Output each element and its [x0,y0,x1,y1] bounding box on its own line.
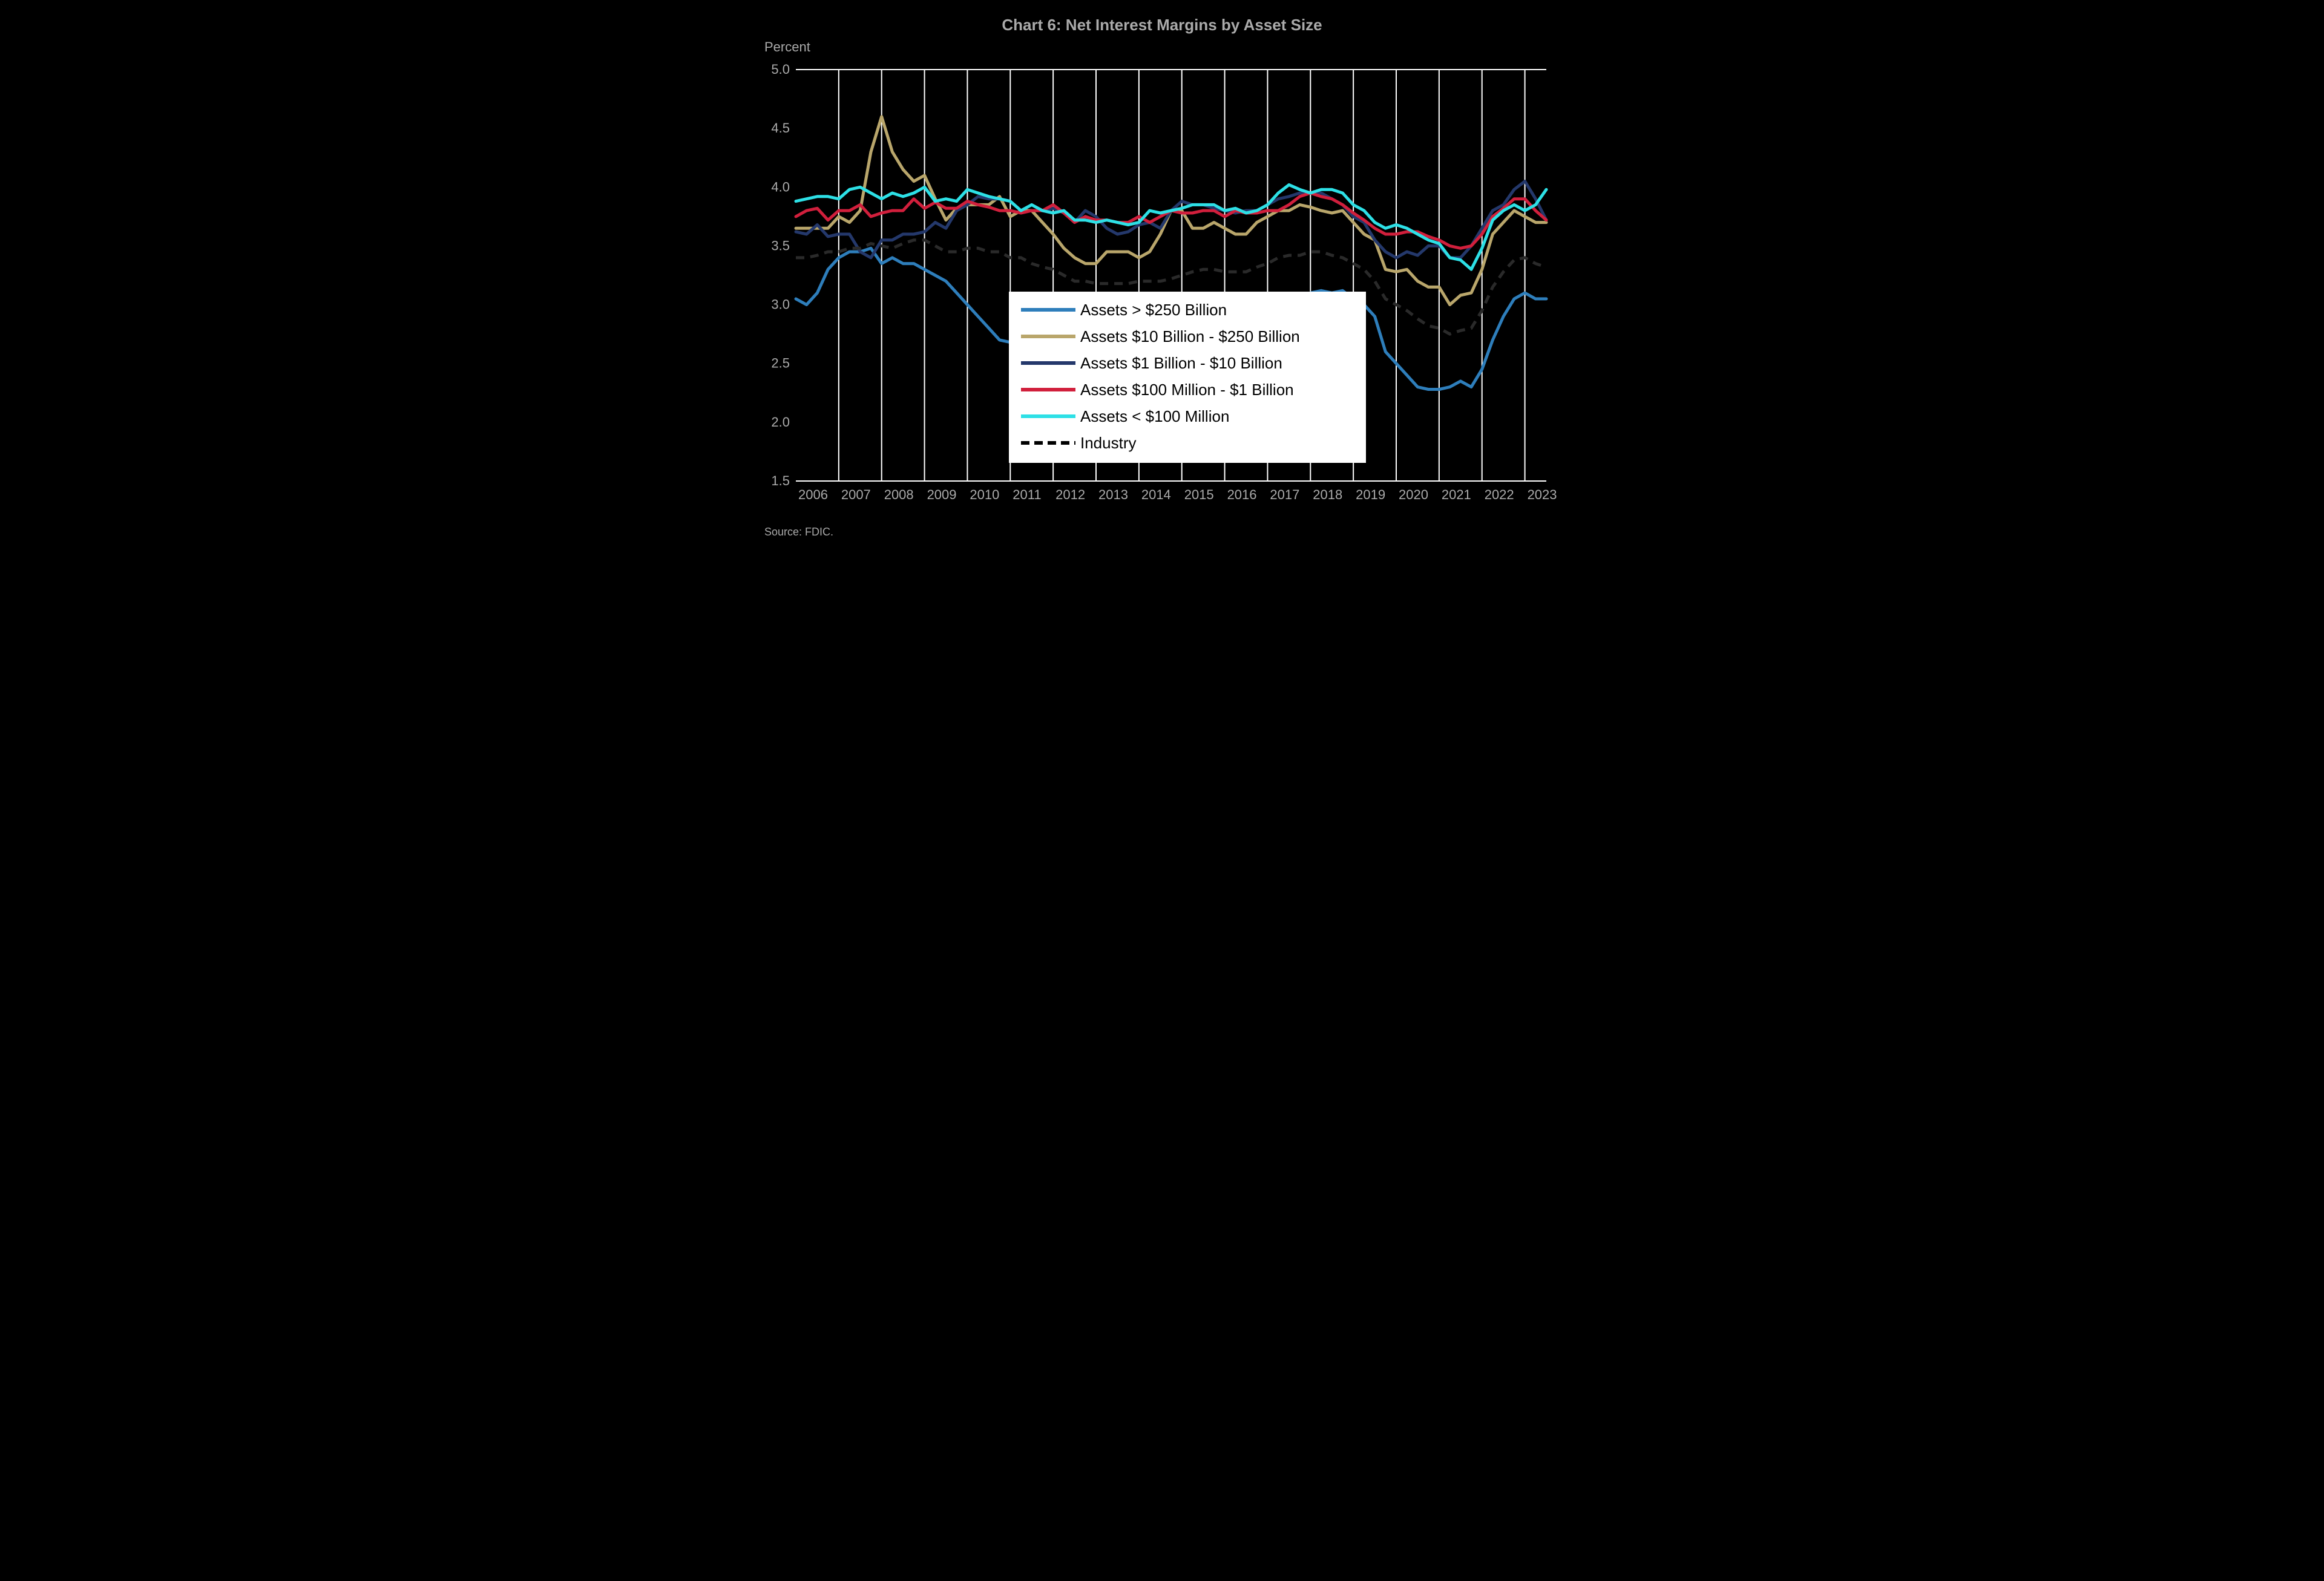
legend-label: Assets $10 Billion - $250 Billion [1080,327,1300,345]
legend-label: Assets $100 Million - $1 Billion [1080,381,1294,399]
source-text: Source: FDIC. [764,526,833,538]
x-tick-label: 2020 [1399,487,1428,502]
y-tick-label: 5.0 [771,62,790,77]
y-tick-label: 2.0 [771,414,790,430]
x-tick-label: 2021 [1442,487,1471,502]
y-tick-label: 4.5 [771,120,790,136]
y-tick-label: 3.5 [771,238,790,253]
x-tick-label: 2007 [841,487,871,502]
legend-label: Assets < $100 Million [1080,407,1229,425]
x-tick-label: 2022 [1485,487,1514,502]
y-axis-label: Percent [764,39,810,54]
y-tick-label: 4.0 [771,179,790,194]
nim-chart: Chart 6: Net Interest Margins by Asset S… [760,0,1564,548]
y-tick-label: 1.5 [771,473,790,488]
y-tick-label: 3.0 [771,297,790,312]
x-tick-label: 2006 [798,487,828,502]
legend-label: Assets $1 Billion - $10 Billion [1080,354,1282,372]
x-tick-label: 2023 [1528,487,1557,502]
x-tick-label: 2016 [1227,487,1257,502]
x-tick-label: 2008 [884,487,914,502]
x-tick-label: 2010 [970,487,999,502]
legend-label: Assets > $250 Billion [1080,301,1227,319]
x-tick-label: 2012 [1055,487,1085,502]
x-tick-label: 2019 [1356,487,1385,502]
legend-label: Industry [1080,434,1137,452]
y-tick-label: 2.5 [771,356,790,371]
x-tick-label: 2015 [1184,487,1214,502]
x-tick-label: 2018 [1313,487,1342,502]
x-tick-label: 2017 [1270,487,1299,502]
x-tick-label: 2011 [1013,487,1041,502]
x-tick-label: 2014 [1141,487,1171,502]
chart-title: Chart 6: Net Interest Margins by Asset S… [1002,16,1322,34]
x-tick-label: 2013 [1098,487,1128,502]
x-tick-label: 2009 [927,487,957,502]
